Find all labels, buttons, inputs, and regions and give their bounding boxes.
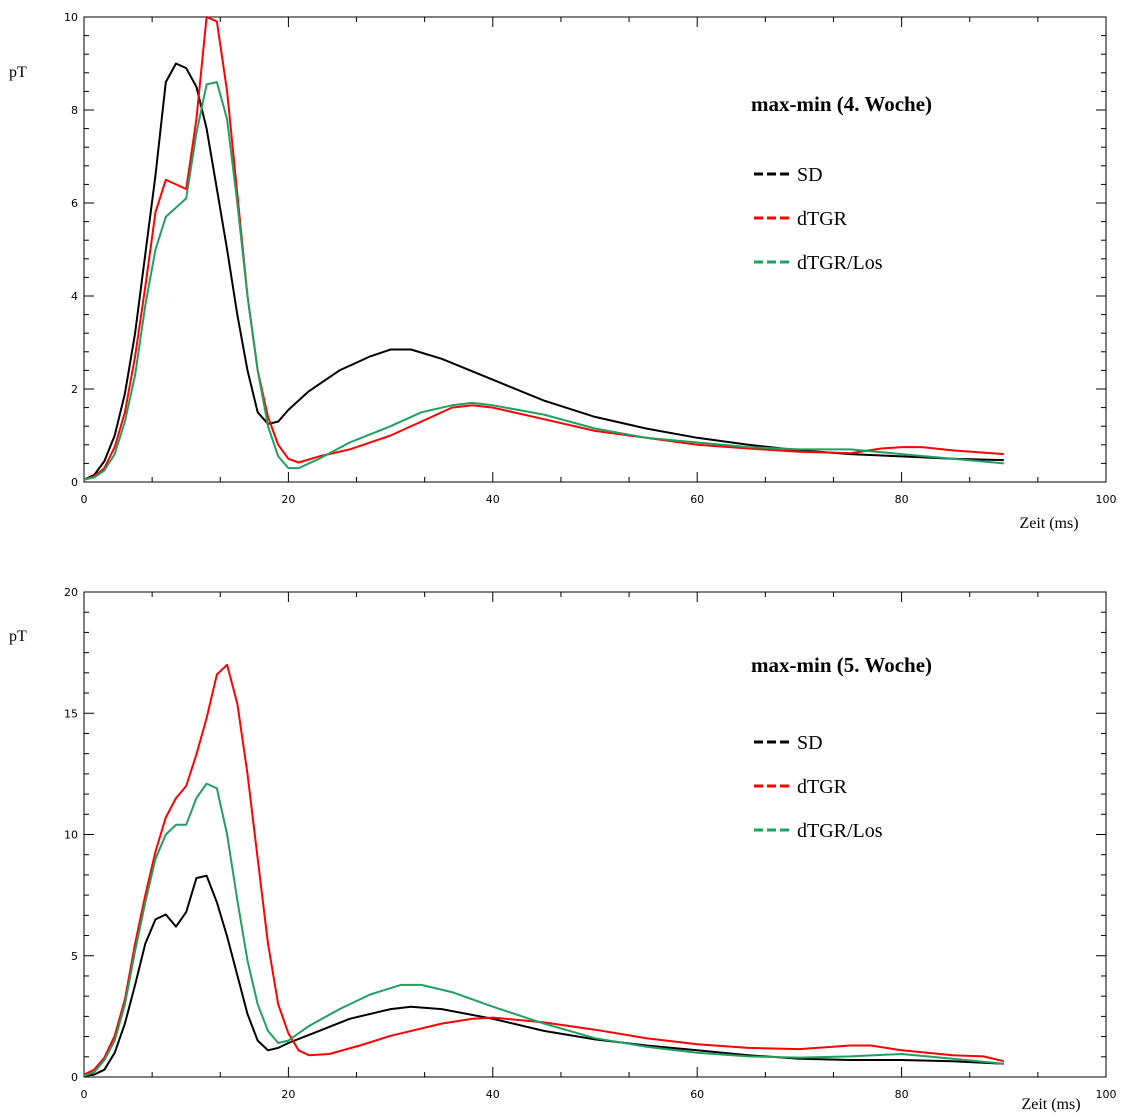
- x-tick-label: 20: [281, 1088, 295, 1101]
- plot-frame: [83, 16, 1107, 483]
- x-tick-label: 60: [690, 493, 704, 506]
- series-line-dtgr-los: [83, 81, 1004, 481]
- chart-panel-1: 0 20 40 60 80 100 0 2 4 6 8 10 pT Zeit (ms) max-min (4…: [9, 11, 1117, 532]
- y-tick-label: 10: [64, 11, 78, 24]
- x-tick-label: 0: [81, 1088, 88, 1101]
- y-axis-label: pT: [9, 628, 27, 645]
- y-tick-label: 0: [71, 1071, 78, 1084]
- x-tick-label: 0: [81, 493, 88, 506]
- legend-label: SD: [797, 164, 823, 186]
- x-tick-label: 40: [486, 1088, 500, 1101]
- y-tick-label: 10: [64, 829, 78, 842]
- legend-label: SD: [797, 732, 823, 754]
- series-line-dtgr-los: [83, 782, 1004, 1077]
- y-axis-label: pT: [9, 64, 27, 81]
- y-tick-label: 0: [71, 476, 78, 489]
- x-tick-label: 40: [486, 493, 500, 506]
- chart-panel-2: 0 20 40 60 80 100 0 5 10 15 20 pT Zeit (ms) max-min (…: [9, 586, 1117, 1113]
- plot-frame: [83, 591, 1107, 1078]
- series-line-dtgr: [83, 16, 1004, 481]
- chart-title: max-min (5. Woche): [751, 653, 932, 677]
- legend-label: dTGR/Los: [797, 820, 883, 842]
- y-tick-label: 15: [64, 707, 78, 720]
- x-tick-label: 80: [895, 1088, 909, 1101]
- x-axis-label: Zeit (ms): [1021, 1096, 1080, 1113]
- legend-label: dTGR: [797, 776, 848, 798]
- series-line-sd: [83, 874, 1004, 1077]
- chart-title: max-min (4. Woche): [751, 92, 932, 116]
- x-tick-label: 100: [1096, 1088, 1117, 1101]
- y-tick-label: 5: [71, 950, 78, 963]
- series-line-sd: [83, 62, 1004, 481]
- x-axis-label: Zeit (ms): [1019, 515, 1078, 532]
- legend-label: dTGR: [797, 208, 848, 230]
- x-tick-label: 20: [281, 493, 295, 506]
- legend-label: dTGR/Los: [797, 252, 883, 274]
- y-tick-label: 20: [64, 586, 78, 599]
- y-tick-label: 6: [71, 197, 78, 210]
- x-tick-label: 60: [690, 1088, 704, 1101]
- series-line-dtgr: [83, 663, 1005, 1076]
- y-tick-label: 2: [71, 383, 78, 396]
- x-tick-label: 100: [1096, 493, 1117, 506]
- y-tick-label: 8: [71, 104, 78, 117]
- x-tick-label: 80: [895, 493, 909, 506]
- y-tick-label: 4: [71, 290, 78, 303]
